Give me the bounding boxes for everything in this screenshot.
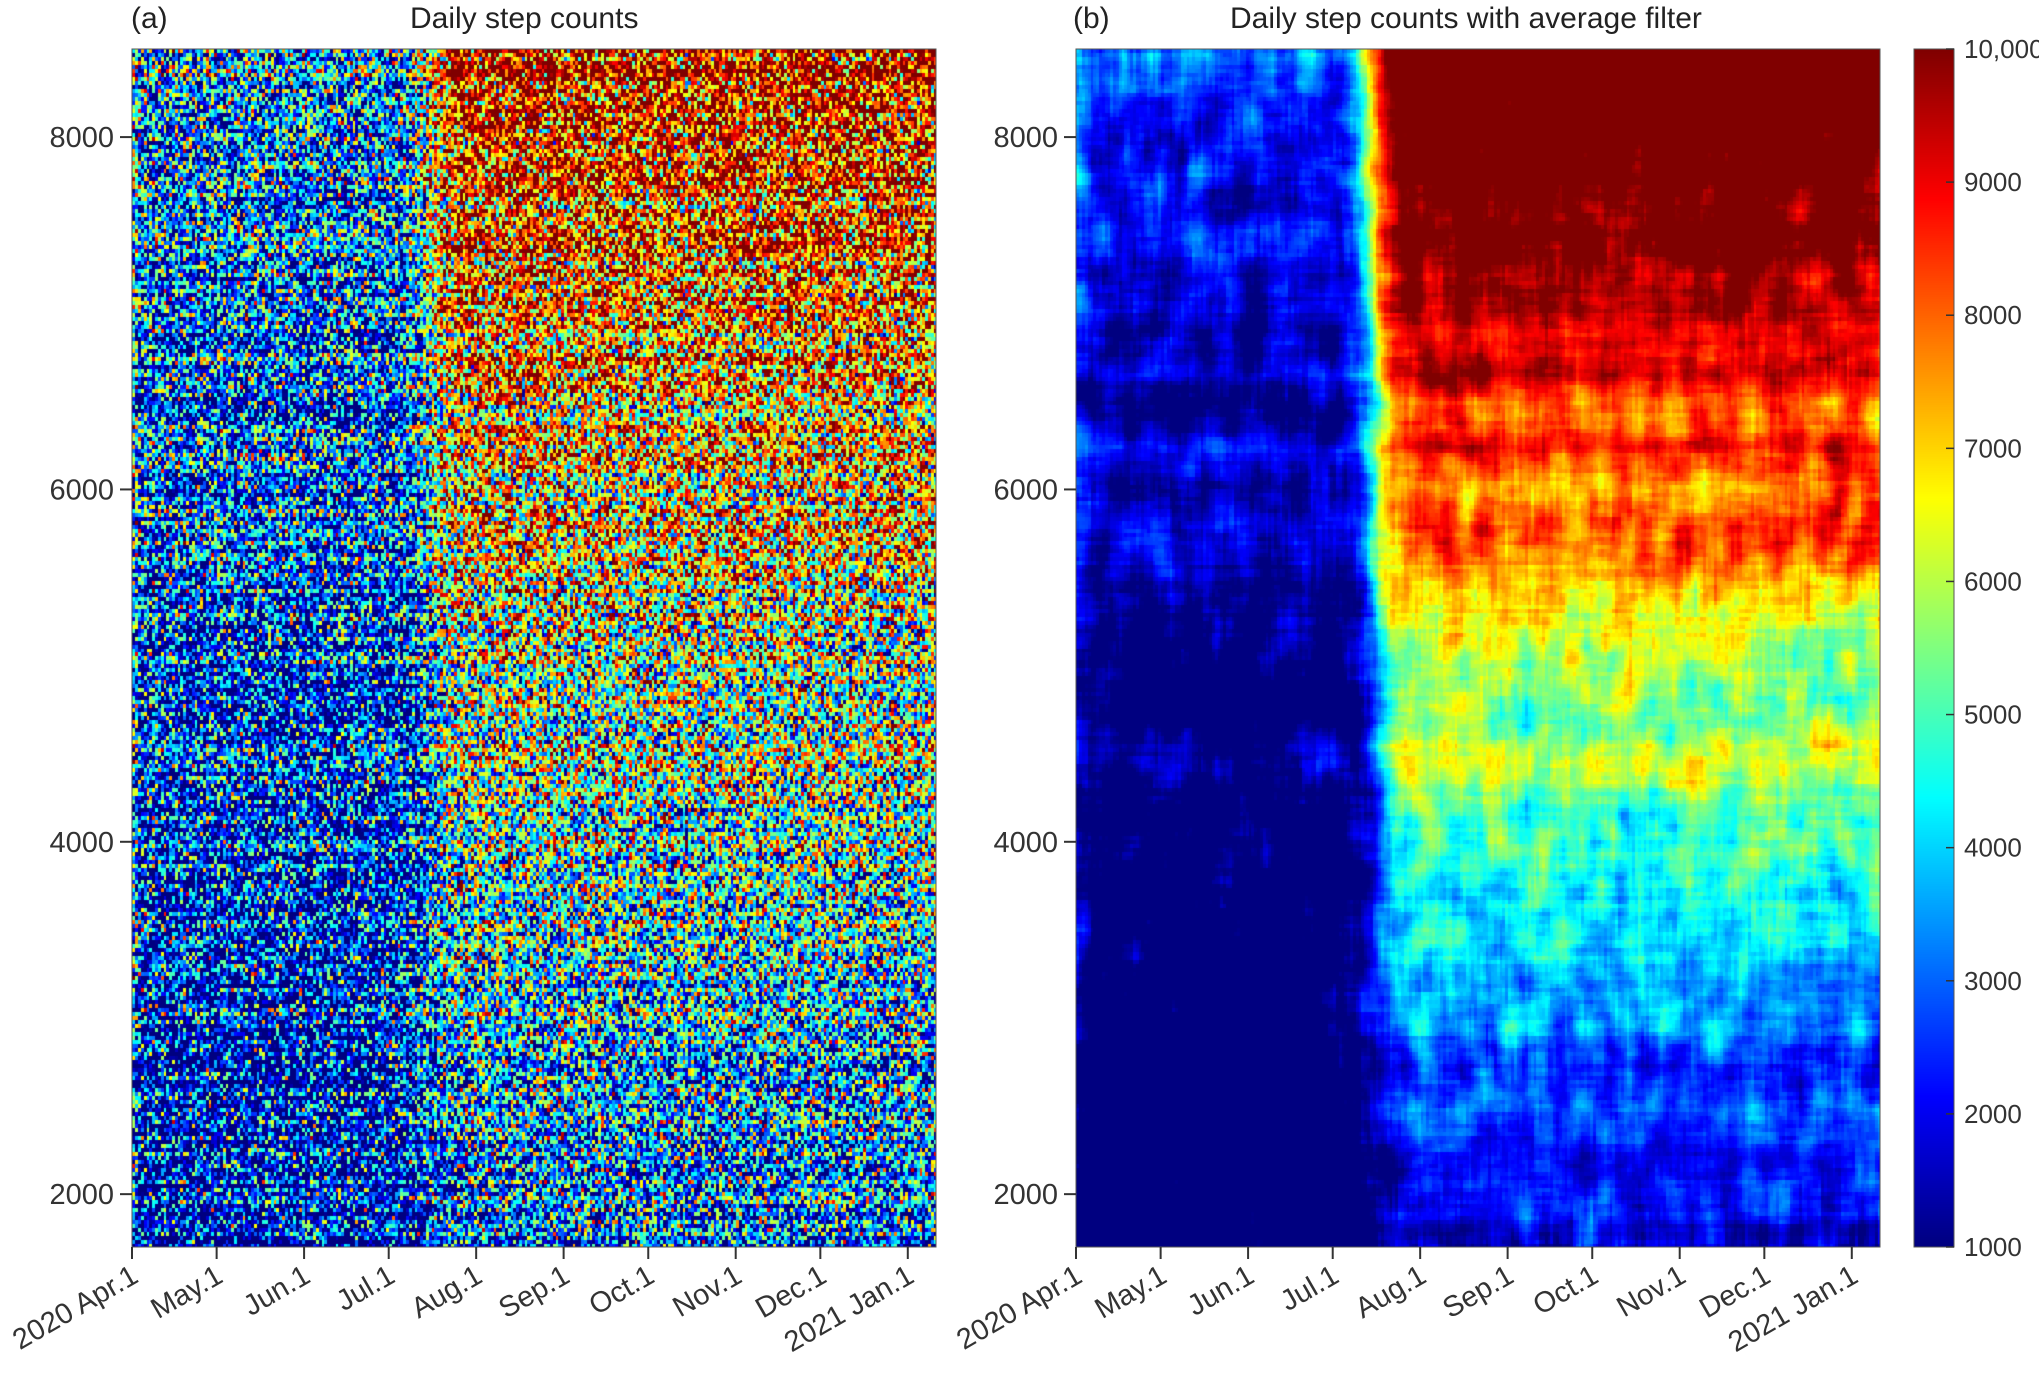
panel-0-xtick-label: 2020 Apr.1 (7, 1259, 143, 1356)
panel-1-xtick-label: Jul.1 (1275, 1259, 1344, 1317)
panel-0-ytick-label: 8000 (49, 122, 114, 154)
colorbar-tick-label: 3000 (1964, 966, 2022, 996)
colorbar-tick-label: 5000 (1964, 700, 2022, 730)
panel-0-ytick-label: 2000 (49, 1179, 114, 1211)
panel-0-ytick-label: 4000 (49, 827, 114, 859)
colorbar-frame (1913, 48, 1955, 1248)
colorbar-tick-label: 1000 (1964, 1232, 2022, 1262)
panel-0-xtick-label: Oct.1 (584, 1259, 660, 1321)
panel-a-heatmap (132, 49, 936, 1247)
colorbar-tick-label: 6000 (1964, 566, 2022, 596)
colorbar-tick-label: 10,000 (1964, 34, 2039, 64)
colorbar-tick-label: 8000 (1964, 300, 2022, 330)
colorbar-tick-label: 4000 (1964, 833, 2022, 863)
panel-b-title: Daily step counts with average filter (1230, 2, 1702, 35)
panel-a-title: Daily step counts (410, 2, 639, 35)
panel-1-frame (1075, 48, 1881, 1248)
panel-a-label: (a) (131, 2, 168, 35)
panel-0-xtick-label: Aug.1 (406, 1259, 488, 1325)
panel-1-xtick-label: Aug.1 (1350, 1259, 1432, 1325)
panel-1-xtick-label: Jun.1 (1182, 1259, 1259, 1322)
panel-1-xtick-label: Oct.1 (1528, 1259, 1604, 1321)
panel-1-xtick-label: 2020 Apr.1 (951, 1259, 1087, 1356)
panel-1-xtick-label: Nov.1 (1611, 1259, 1691, 1324)
panel-b-label: (b) (1073, 2, 1110, 35)
panel-1-ytick-label: 6000 (993, 474, 1058, 506)
panel-0-frame (131, 48, 937, 1248)
panel-0-xtick-label: May.1 (146, 1259, 229, 1325)
panel-1-ytick-label: 2000 (993, 1179, 1058, 1211)
colorbar-tick-label: 9000 (1964, 167, 2022, 197)
panel-0-xtick-label: Nov.1 (667, 1259, 747, 1324)
colorbar-tick-label: 2000 (1964, 1099, 2022, 1129)
panel-1-xtick-label: Sep.1 (1437, 1259, 1519, 1325)
panel-0-ytick-label: 6000 (49, 474, 114, 506)
panel-0-xtick-label: Jul.1 (331, 1259, 400, 1317)
colorbar-tick-label: 7000 (1964, 433, 2022, 463)
panel-0-xtick-label: Jun.1 (238, 1259, 315, 1322)
panel-1-ytick-label: 4000 (993, 827, 1058, 859)
panel-1-ytick-label: 8000 (993, 122, 1058, 154)
panel-1-xtick-label: May.1 (1090, 1259, 1173, 1325)
panel-b-heatmap (1076, 49, 1880, 1247)
colorbar (1914, 49, 1954, 1247)
panel-0-xtick-label: Sep.1 (493, 1259, 575, 1325)
